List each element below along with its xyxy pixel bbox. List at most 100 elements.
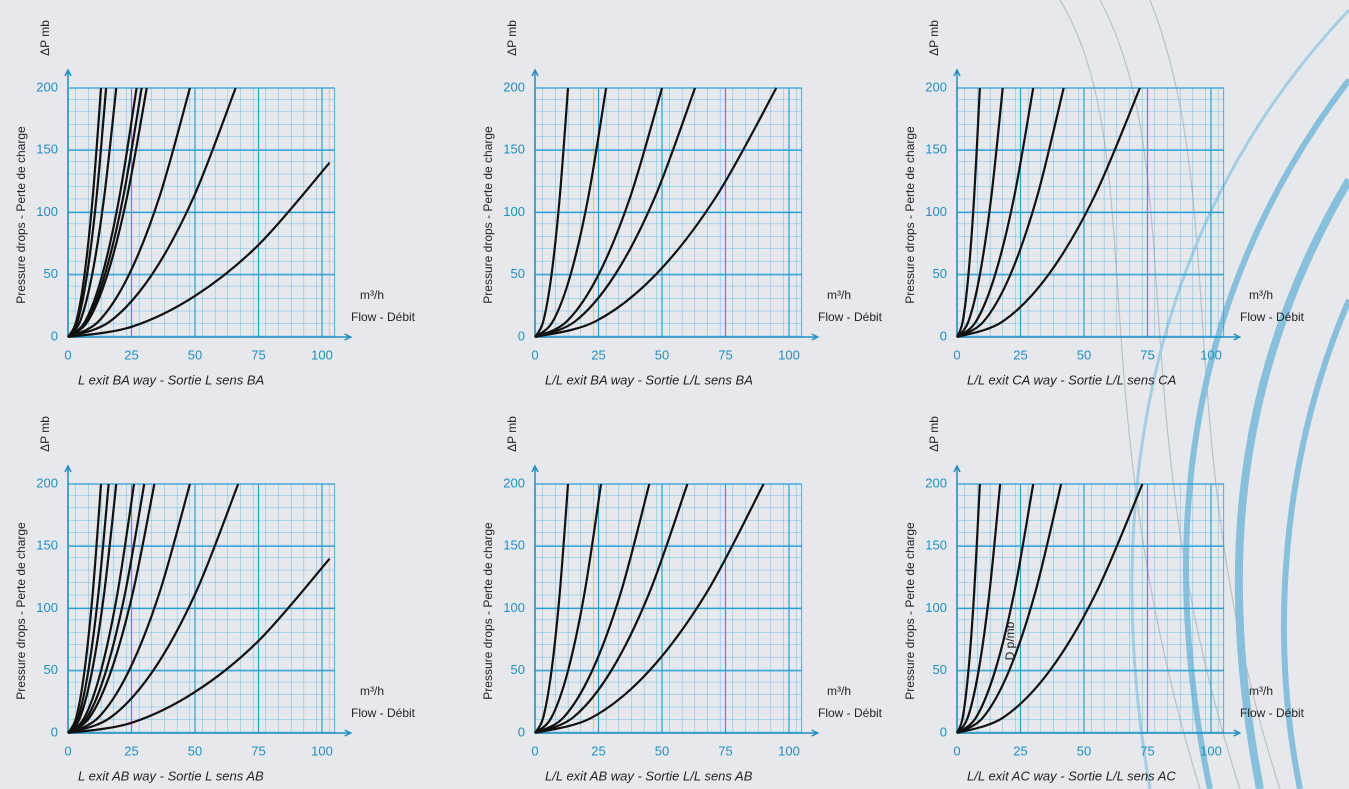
y-axis-label: Pressure drops - Perte de charge — [903, 126, 917, 304]
x-tick-label: 100 — [311, 743, 333, 758]
y-axis-label: Pressure drops - Perte de charge — [903, 522, 917, 700]
y-axis-unit: ΔP mb — [927, 20, 941, 56]
y-axis-unit: ΔP mb — [505, 416, 519, 452]
x-axis-unit: m³/h — [360, 684, 384, 698]
curve — [956, 483, 1002, 734]
y-axis — [953, 68, 961, 337]
x-axis-unit: m³/h — [360, 288, 384, 302]
curve — [67, 87, 118, 338]
curve — [67, 161, 331, 339]
chart-panel: 0 50 100 150 200 0 25 50 75 100 ΔP mb Pressure drop… — [481, 416, 882, 784]
x-axis-label: Flow - Débit — [1240, 310, 1305, 324]
curve — [534, 483, 651, 734]
y-tick-label: 150 — [36, 538, 58, 553]
curve — [534, 87, 697, 339]
y-tick-label: 200 — [503, 79, 525, 94]
x-axis — [68, 333, 353, 341]
curve — [67, 483, 191, 735]
y-tick-label: 100 — [503, 600, 525, 615]
x-tick-label: 0 — [953, 743, 960, 758]
x-tick-label: 0 — [531, 743, 538, 758]
y-axis-label: Pressure drops - Perte de charge — [14, 126, 28, 304]
curve — [67, 557, 331, 735]
x-tick-label: 75 — [718, 347, 732, 362]
x-tick-label: 75 — [1140, 347, 1154, 362]
curve — [67, 87, 237, 339]
y-tick-label: 150 — [503, 142, 525, 157]
y-tick-label: 0 — [518, 328, 525, 343]
curve — [956, 483, 1063, 734]
y-tick-label: 150 — [925, 142, 947, 157]
y-tick-label: 100 — [925, 600, 947, 615]
y-axis — [531, 464, 539, 733]
x-tick-label: 50 — [655, 743, 669, 758]
curve — [534, 483, 765, 735]
curve — [534, 483, 689, 735]
annotation: D p/mb — [1003, 621, 1017, 660]
y-axis-label: Pressure drops - Perte de charge — [481, 522, 495, 700]
x-tick-label: 25 — [1013, 347, 1027, 362]
x-axis-label: Flow - Débit — [351, 706, 416, 720]
x-axis-label: Flow - Débit — [1240, 706, 1305, 720]
y-axis-label: Pressure drops - Perte de charge — [481, 126, 495, 304]
y-tick-label: 50 — [44, 266, 58, 281]
y-tick-label: 50 — [933, 662, 947, 677]
x-tick-label: 100 — [311, 347, 333, 362]
x-tick-label: 75 — [718, 743, 732, 758]
y-tick-label: 50 — [44, 662, 58, 677]
x-axis-unit: m³/h — [1249, 288, 1273, 302]
curve — [534, 87, 664, 339]
y-tick-label: 50 — [511, 662, 525, 677]
x-tick-label: 25 — [1013, 743, 1027, 758]
x-tick-label: 0 — [953, 347, 960, 362]
y-tick-label: 150 — [503, 538, 525, 553]
x-tick-label: 50 — [188, 347, 202, 362]
x-tick-label: 75 — [251, 347, 265, 362]
x-axis-label: Flow - Débit — [351, 310, 416, 324]
y-tick-label: 200 — [36, 475, 58, 490]
chart-panel: 0 50 100 150 200 0 25 50 75 100 ΔP mb Pressure drop… — [14, 20, 415, 388]
chart-panel: 0 50 100 150 200 0 25 50 75 100 ΔP mb Pressure drop… — [14, 416, 415, 784]
curve — [956, 87, 1035, 338]
x-tick-label: 50 — [1077, 743, 1091, 758]
x-axis — [68, 729, 353, 737]
x-axis-label: Flow - Débit — [818, 706, 883, 720]
y-tick-label: 50 — [511, 266, 525, 281]
y-axis-unit: ΔP mb — [38, 20, 52, 56]
x-axis-label: Flow - Débit — [818, 310, 883, 324]
y-tick-label: 150 — [925, 538, 947, 553]
chart-caption: L/L exit CA way - Sortie L/L sens CA — [967, 372, 1176, 387]
chart-panel: 0 50 100 150 200 0 25 50 75 100 ΔP mb Pressure drop… — [903, 416, 1304, 784]
curve — [534, 87, 608, 338]
x-axis-unit: m³/h — [1249, 684, 1273, 698]
y-tick-label: 100 — [925, 204, 947, 219]
chart-panel: 0 50 100 150 200 0 25 50 75 100 ΔP mb Pressure drop… — [481, 20, 882, 388]
y-axis — [64, 68, 72, 337]
curve — [534, 483, 570, 734]
y-axis-unit: ΔP mb — [927, 416, 941, 452]
x-tick-label: 75 — [251, 743, 265, 758]
curve — [67, 483, 118, 734]
y-tick-label: 200 — [925, 79, 947, 94]
x-tick-label: 100 — [1200, 347, 1222, 362]
x-tick-label: 0 — [64, 743, 71, 758]
curve — [67, 483, 136, 734]
y-tick-label: 0 — [940, 724, 947, 739]
y-axis-unit: ΔP mb — [505, 20, 519, 56]
y-tick-label: 50 — [933, 266, 947, 281]
y-axis — [531, 68, 539, 337]
curve — [956, 483, 1035, 734]
chart-caption: L/L exit AC way - Sortie L/L sens AC — [967, 768, 1176, 783]
y-tick-label: 150 — [36, 142, 58, 157]
x-tick-label: 100 — [1200, 743, 1222, 758]
x-axis-unit: m³/h — [827, 288, 851, 302]
x-tick-label: 50 — [188, 743, 202, 758]
x-tick-label: 100 — [778, 743, 800, 758]
x-tick-label: 25 — [591, 347, 605, 362]
chart-caption: L exit BA way - Sortie L sens BA — [78, 372, 264, 387]
x-tick-label: 25 — [124, 347, 138, 362]
chart-caption: L exit AB way - Sortie L sens AB — [78, 768, 264, 783]
curve — [956, 87, 1004, 338]
y-axis-unit: ΔP mb — [38, 416, 52, 452]
y-axis — [64, 464, 72, 733]
